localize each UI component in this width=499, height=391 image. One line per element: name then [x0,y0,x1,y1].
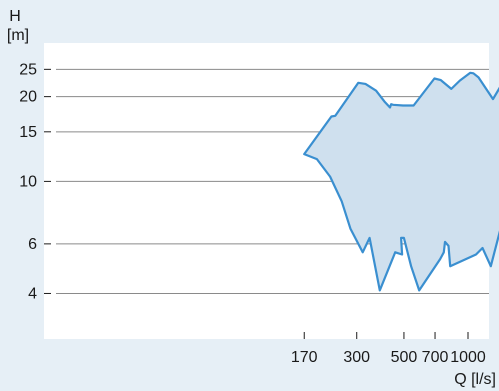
x-tick-label-1000: 1000 [450,349,486,366]
grid-lines [56,68,489,294]
y-tick-label-20: 20 [19,89,37,106]
y-axis-unit: [m] [7,27,29,44]
x-tick-label-500: 500 [391,349,418,366]
operating-range-area [303,71,499,292]
y-axis: 25 20 15 10 6 4 [19,61,51,302]
x-tick-label-170: 170 [291,349,318,366]
y-tick-label-6: 6 [28,236,37,253]
x-tick-label-300: 300 [343,349,370,366]
y-tick-label-25: 25 [19,61,37,78]
y-tick-label-4: 4 [28,285,37,302]
x-axis: 1703005007001000200030005000 [291,332,486,366]
x-tick-label-700: 700 [422,349,449,366]
y-tick-label-10: 10 [19,173,37,190]
operating-range [303,71,499,292]
x-axis-label: Q [l/s] [454,371,496,388]
y-tick-label-15: 15 [19,124,37,141]
y-axis-label: H [9,8,21,25]
